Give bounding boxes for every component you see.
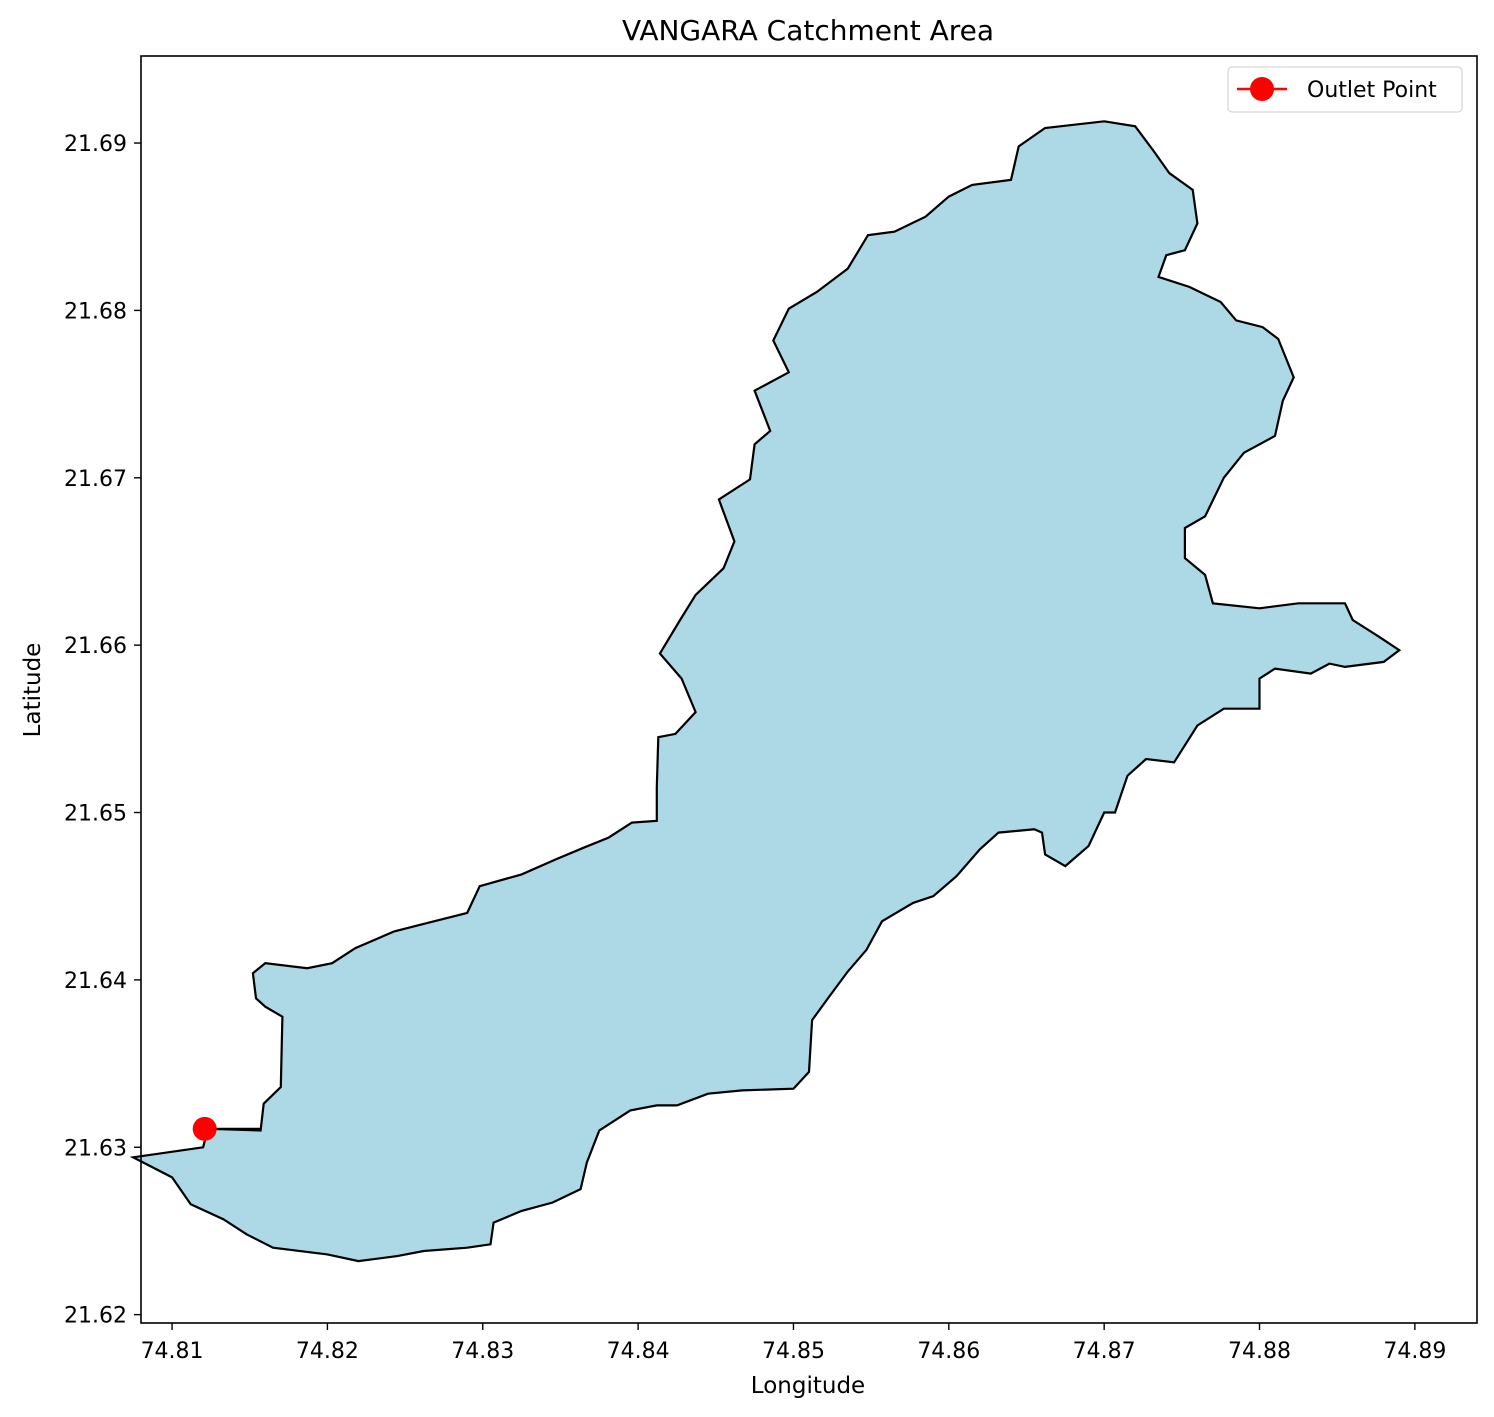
x-tick-label: 74.89 xyxy=(1383,1339,1446,1364)
plot-area xyxy=(129,55,1478,1324)
catchment-polygon xyxy=(129,120,1402,1263)
y-tick-label: 21.64 xyxy=(64,969,127,994)
x-tick-label: 74.85 xyxy=(762,1339,825,1364)
legend-marker-swatch xyxy=(1250,77,1274,101)
x-tick-label: 74.83 xyxy=(451,1339,514,1364)
x-tick-label: 74.87 xyxy=(1073,1339,1136,1364)
y-axis-ticks: 21.62 21.63 21.64 21.65 21.66 21.67 21.68 21.69 xyxy=(64,132,141,1329)
x-tick-label: 74.82 xyxy=(296,1339,359,1364)
y-tick-label: 21.68 xyxy=(64,299,127,324)
legend-label-outlet-point: Outlet Point xyxy=(1307,78,1437,103)
x-tick-label: 74.84 xyxy=(607,1339,670,1364)
y-tick-label: 21.66 xyxy=(64,634,127,659)
y-tick-label: 21.62 xyxy=(64,1304,127,1329)
y-tick-label: 21.63 xyxy=(64,1136,127,1161)
x-tick-label: 74.86 xyxy=(917,1339,980,1364)
x-axis-ticks: 74.81 74.82 74.83 74.84 74.85 74.86 74.87 74.88… xyxy=(141,1323,1446,1364)
x-axis-label: Longitude xyxy=(751,1373,865,1399)
chart-title: VANGARA Catchment Area xyxy=(622,14,994,47)
x-tick-label: 74.88 xyxy=(1228,1339,1291,1364)
y-tick-label: 21.67 xyxy=(64,467,127,492)
outlet-point-marker xyxy=(192,1116,217,1141)
plot-frame xyxy=(140,55,1478,1324)
x-tick-label: 74.81 xyxy=(141,1339,204,1364)
legend-box xyxy=(1227,66,1463,113)
legend: Outlet Point xyxy=(1227,66,1463,113)
y-tick-label: 21.65 xyxy=(64,802,127,827)
y-tick-label: 21.69 xyxy=(64,132,127,157)
y-axis-label: Latitude xyxy=(20,643,46,738)
